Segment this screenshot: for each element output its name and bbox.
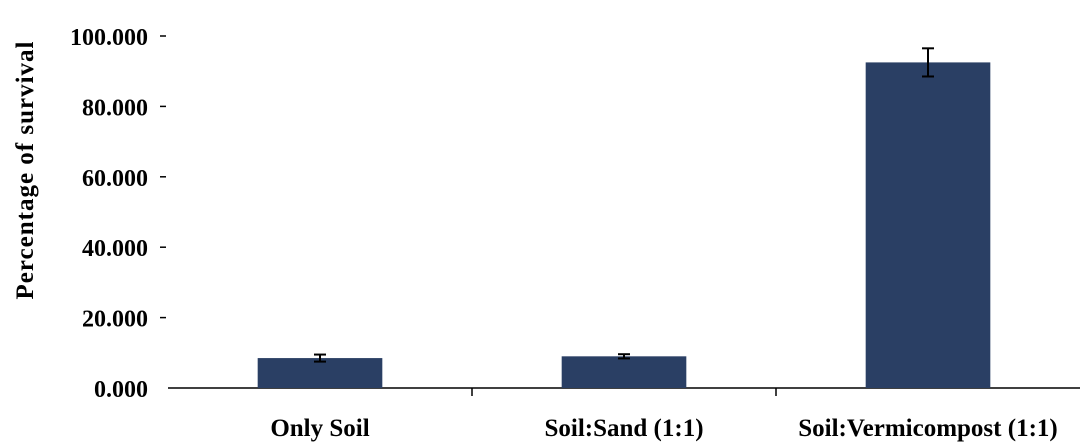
y-tick-label: 20.000 [82, 307, 148, 333]
bar [561, 356, 687, 388]
y-tick-label: 60.000 [82, 166, 148, 192]
x-category-label: Soil:Sand (1:1) [544, 415, 703, 442]
y-tick-label: 100.000 [70, 25, 148, 51]
x-category-label: Soil:Vermicompost (1:1) [798, 415, 1057, 442]
y-axis-title: Percentage of survival [12, 41, 39, 300]
bars-group [257, 62, 991, 389]
bar [865, 62, 991, 389]
x-category-label: Only Soil [270, 415, 369, 442]
category-labels: Only Soil Soil:Sand (1:1) Soil:Vermicompos… [270, 415, 1057, 442]
error-bars-group [314, 47, 934, 363]
bar [257, 358, 383, 388]
y-tick-label: 80.000 [82, 95, 148, 121]
y-tick-label: 40.000 [82, 236, 148, 262]
y-tick-label: 0.000 [94, 377, 148, 403]
x-axis [168, 387, 1080, 396]
y-axis: 0.000 20.000 40.000 60.000 80.000 100.000 [70, 25, 166, 403]
